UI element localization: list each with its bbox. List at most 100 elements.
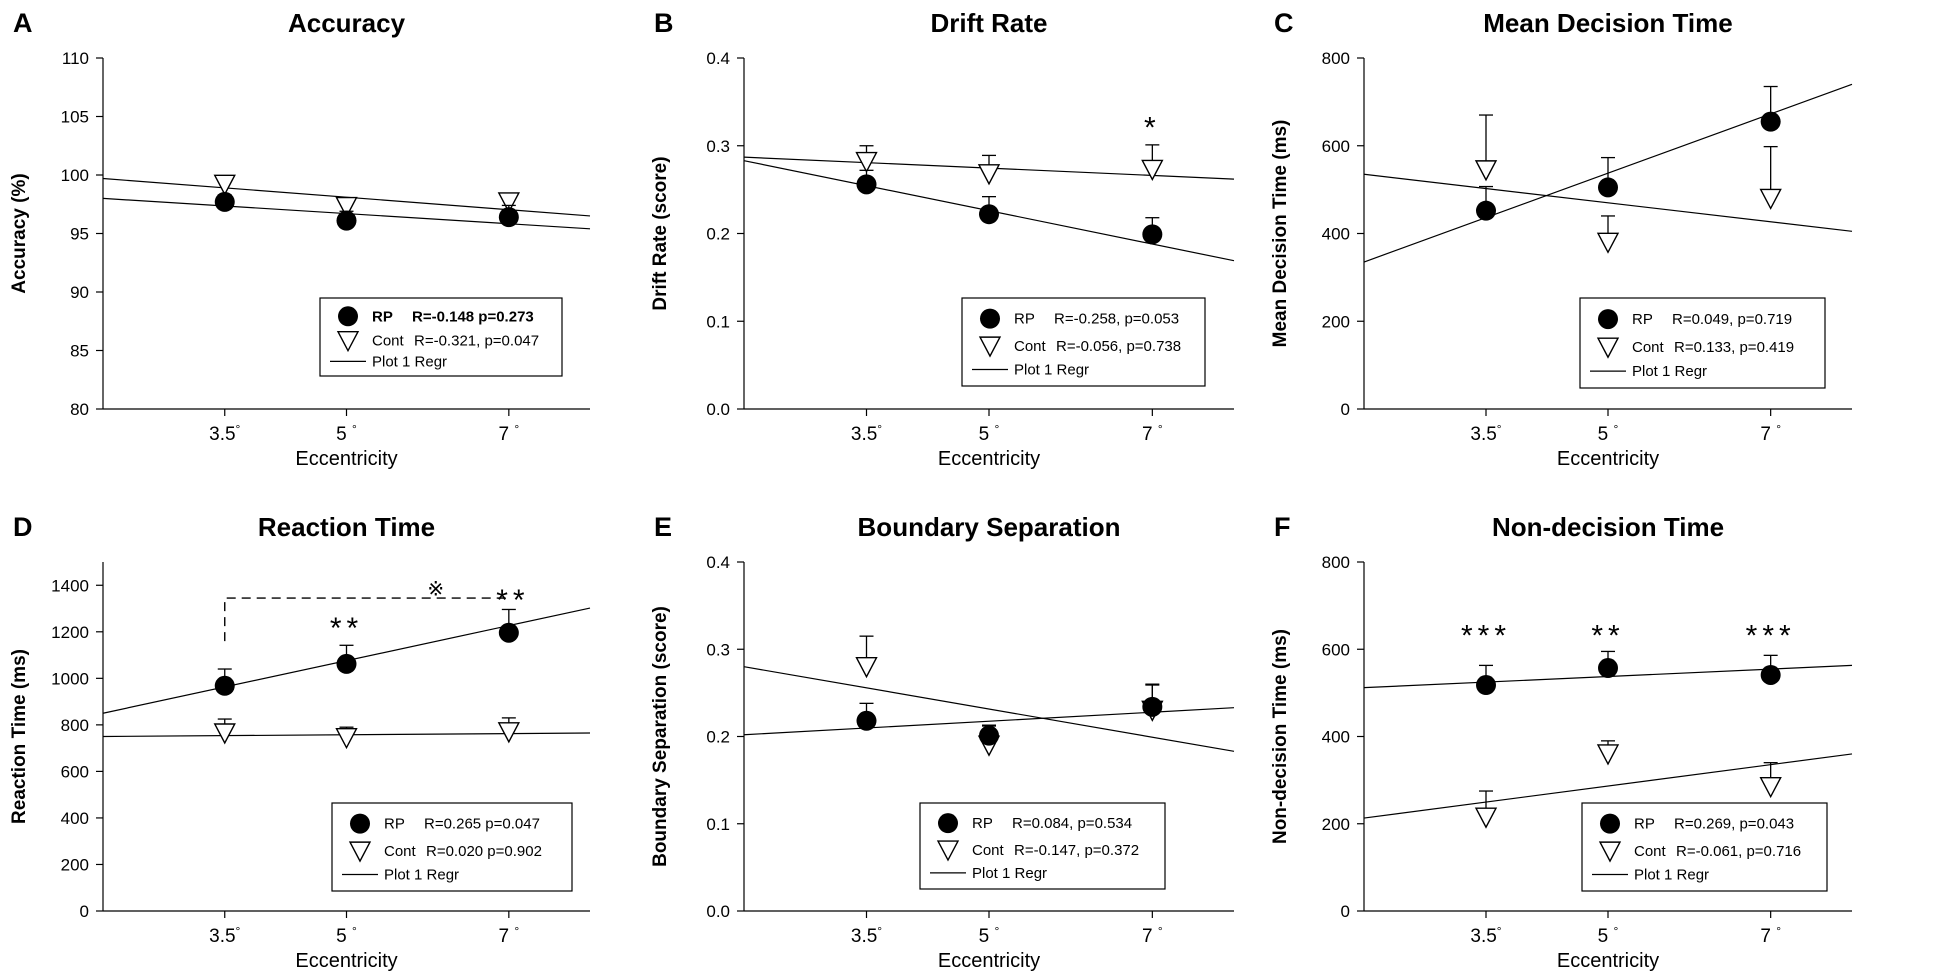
legend-series-name: Cont: [1634, 843, 1667, 860]
y-tick-label: 0.1: [706, 815, 730, 834]
y-tick-label: 600: [1322, 137, 1350, 156]
x-tick-label: 3.5°: [209, 422, 240, 445]
data-point-cont: [1596, 232, 1620, 254]
legend-marker-cont: [978, 336, 1002, 358]
panel-b: B Drift Rate 0.0 0.1 0.2 0.3 0.4 Drift Rate (sc…: [650, 8, 1235, 470]
data-point-cont: [977, 164, 1001, 186]
y-tick-label: 1200: [51, 623, 89, 642]
legend-series-name: RP: [384, 816, 405, 833]
legend-marker-rp: [980, 308, 1000, 329]
chart-title: Non-decision Time: [1492, 512, 1724, 542]
data-point-rp: [1476, 675, 1496, 696]
significance-annotation: **: [496, 584, 529, 617]
data-point-cont: [335, 196, 358, 219]
legend: RP R=0.269, p=0.043 Cont R=-0.061, p=0.716 P…: [1581, 802, 1828, 892]
data-point-rp: [214, 191, 235, 212]
legend: RP R=-0.258, p=0.053 Cont R=-0.056, p=0.738…: [961, 297, 1206, 387]
legend: RP R=0.265 p=0.047 Cont R=0.020 p=0.902 Plot…: [331, 802, 573, 892]
data-point-cont: [855, 657, 878, 679]
y-tick-label: 0.1: [706, 312, 730, 331]
data-point-rp: [856, 174, 877, 195]
data-point-cont: [1474, 160, 1498, 182]
regression-line-cont: [743, 666, 1235, 752]
y-tick-label: 800: [61, 716, 89, 735]
legend-series-name: RP: [972, 815, 993, 832]
y-tick-label: 200: [1322, 815, 1350, 834]
legend-marker-cont: [348, 841, 372, 863]
panel-c: C Mean Decision Time 0 200 400 600 800 Mean Dec…: [1270, 8, 1853, 470]
x-tick-label: 7 °: [1142, 924, 1163, 947]
y-tick-label: 110: [62, 49, 89, 68]
significance-annotation: **: [1591, 619, 1624, 652]
legend-marker-rp: [338, 306, 358, 327]
y-tick-label: 85: [70, 342, 89, 361]
legend-box: [1579, 297, 1826, 389]
y-tick-label: 0.3: [706, 640, 730, 659]
y-tick-label: 600: [1322, 640, 1350, 659]
significance-annotation: *: [1144, 111, 1161, 144]
x-axis-label: Eccentricity: [1557, 448, 1659, 470]
data-point-rp: [1760, 664, 1781, 685]
legend-regression-label: Plot 1 Regr: [384, 867, 459, 884]
x-tick-label: 3.5°: [209, 924, 240, 947]
legend-series-stats: R=0.133, p=0.419: [1674, 339, 1794, 356]
data-point-rp: [979, 725, 999, 746]
x-tick-label: 7 °: [1760, 422, 1781, 445]
legend-box: [919, 802, 1166, 890]
data-point-rp: [1142, 224, 1163, 245]
x-tick-label: 7 °: [1142, 422, 1163, 445]
legend-regression-label: Plot 1 Regr: [1014, 362, 1089, 379]
y-tick-label: 0: [1341, 400, 1350, 419]
legend-series-stats: R=-0.056, p=0.738: [1056, 338, 1181, 355]
y-tick-label: 100: [61, 166, 89, 185]
y-axis-label: Mean Decision Time (ms): [1270, 120, 1291, 348]
x-tick-label: 5 °: [1598, 422, 1619, 445]
data-point-rp: [856, 710, 877, 731]
data-point-cont: [1474, 807, 1498, 829]
legend-marker-cont: [1598, 841, 1622, 863]
y-tick-label: 600: [61, 762, 89, 781]
y-tick-label: 200: [61, 855, 89, 874]
panel-label: B: [654, 8, 674, 38]
y-tick-label: 400: [1322, 728, 1350, 747]
data-point-rp: [979, 204, 999, 225]
y-tick-label: 0.0: [706, 400, 730, 419]
data-point-rp: [214, 675, 235, 696]
x-tick-label: 7 °: [498, 422, 519, 445]
panel-e: E Boundary Separation 0.0 0.1 0.2 0.3 0.4 Bound…: [650, 512, 1235, 972]
chart-title: Boundary Separation: [858, 512, 1121, 542]
x-tick-label: 5 °: [336, 422, 357, 445]
x-axis-label: Eccentricity: [1557, 950, 1659, 972]
legend-series-name: Cont: [372, 333, 405, 350]
chart-title: Reaction Time: [258, 512, 435, 542]
data-point-rp: [336, 653, 357, 674]
legend-marker-rp: [1598, 309, 1618, 330]
x-tick-label: 5 °: [979, 422, 1000, 445]
legend-marker-rp: [1600, 813, 1620, 834]
data-point-rp: [336, 210, 357, 231]
x-tick-label: 5 °: [336, 924, 357, 947]
x-tick-label: 3.5°: [851, 924, 882, 947]
x-axis-label: Eccentricity: [938, 448, 1040, 470]
legend-series-stats: R=-0.258, p=0.053: [1054, 311, 1179, 328]
data-point-rp: [498, 622, 519, 643]
y-axis-label: Boundary Separation (score): [650, 606, 671, 867]
legend-box: [961, 297, 1206, 387]
y-axis-label: Accuracy (%): [9, 173, 30, 293]
significance-annotation: ***: [1461, 619, 1511, 652]
regression-line-cont: [1363, 173, 1853, 232]
significance-bracket: [224, 597, 509, 642]
chart-title: Accuracy: [288, 8, 406, 38]
legend-series-name: Cont: [384, 843, 417, 860]
y-tick-label: 200: [1322, 312, 1350, 331]
data-point-cont: [335, 727, 358, 750]
legend-box: [331, 802, 573, 892]
legend-series-name: RP: [372, 308, 393, 325]
data-point-cont: [855, 151, 878, 174]
data-point-cont: [1759, 188, 1782, 210]
legend-marker-cont: [936, 840, 960, 862]
chart-title: Mean Decision Time: [1483, 8, 1733, 38]
legend-box: [319, 297, 563, 377]
y-tick-label: 0.3: [706, 137, 730, 156]
